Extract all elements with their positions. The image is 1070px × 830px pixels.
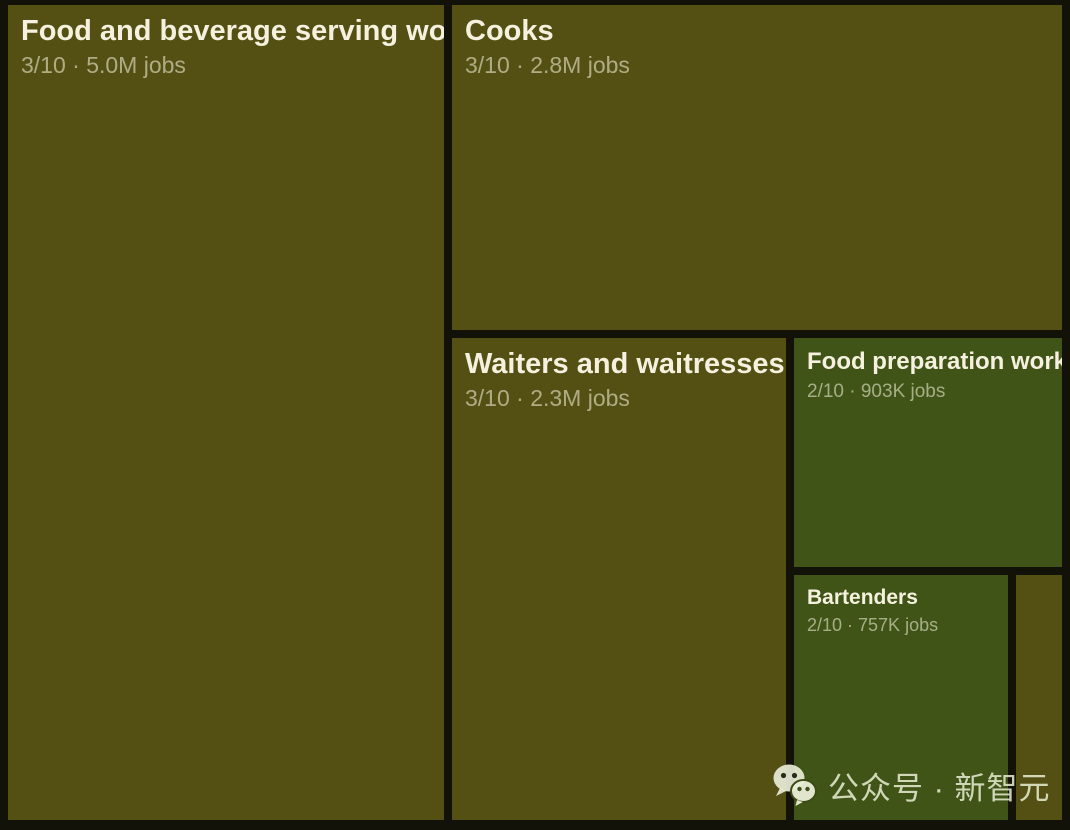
tile-title: Food and beverage serving workers [21,15,444,47]
treemap-tile-unlabeled[interactable] [1016,575,1062,820]
tile-subtitle: 3/10 · 2.3M jobs [465,384,630,411]
tile-subtitle: 2/10 · 757K jobs [807,615,939,636]
treemap-tile-bartenders[interactable]: Bartenders 2/10 · 757K jobs [794,575,1008,820]
treemap-tile-food-preparation-workers[interactable]: Food preparation workers 2/10 · 903K job… [794,338,1062,567]
treemap-tile-waiters-and-waitresses[interactable]: Waiters and waitresses 3/10 · 2.3M jobs [452,338,786,820]
tile-subtitle: 3/10 · 2.8M jobs [465,51,630,78]
tile-subtitle: 2/10 · 903K jobs [807,381,946,402]
tile-subtitle: 3/10 · 5.0M jobs [21,51,186,78]
treemap-tile-cooks[interactable]: Cooks 3/10 · 2.8M jobs [452,5,1062,330]
tile-title: Waiters and waitresses [465,348,785,380]
treemap-tile-food-and-beverage-serving[interactable]: Food and beverage serving workers 3/10 ·… [8,5,444,820]
tile-title: Cooks [465,15,554,47]
tile-title: Food preparation workers [807,348,1062,375]
tile-title: Bartenders [807,586,918,609]
